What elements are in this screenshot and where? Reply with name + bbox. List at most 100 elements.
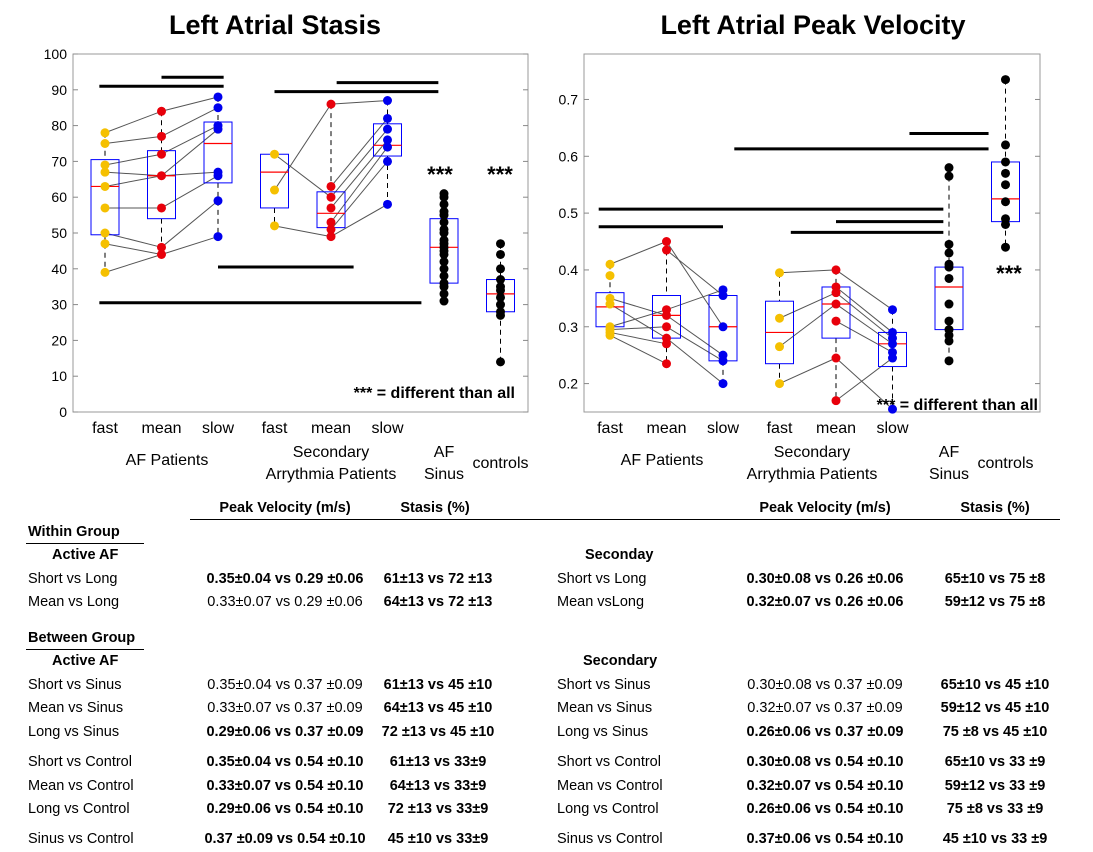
data-point [439, 289, 449, 299]
data-point [496, 300, 505, 310]
data-point [1001, 168, 1010, 178]
between-row-cell: 0.32±0.07 vs 0.37 ±0.09 [747, 700, 903, 716]
between-row-cell: 0.37±0.06 vs 0.54 ±0.10 [746, 831, 904, 847]
section-within-group: Within Group [28, 524, 120, 540]
paired-line [666, 314, 724, 356]
subsection-active-af: Active AF [52, 547, 119, 563]
paired-line [666, 241, 724, 328]
paired-line [779, 303, 837, 348]
paired-line [330, 161, 388, 230]
significance-stars: *** [427, 162, 453, 187]
data-point [326, 181, 336, 191]
paired-line [835, 303, 893, 345]
group-label: Arrythmia Patients [747, 466, 878, 483]
paired-line [835, 320, 893, 353]
y-tick-label: 30 [51, 297, 67, 313]
paired-line [835, 286, 893, 333]
between-row-label: Short vs Sinus [557, 677, 651, 693]
data-point [888, 339, 897, 349]
between-row-label: Short vs Sinus [28, 677, 122, 693]
paired-line [330, 100, 388, 105]
paired-line [161, 175, 219, 209]
data-point [888, 305, 897, 315]
between-row-cell: 0.26±0.06 vs 0.54 ±0.10 [746, 801, 904, 817]
data-point [718, 356, 728, 366]
y-tick-label: 10 [51, 368, 67, 384]
within-row-label: Mean vs Long [28, 594, 120, 610]
paired-line [161, 236, 219, 255]
data-point [439, 271, 449, 281]
within-row-cell: 0.32±0.07 vs 0.26 ±0.06 [746, 594, 904, 610]
between-row-label: Mean vs Sinus [557, 700, 653, 716]
data-point [831, 288, 841, 298]
between-row-cell: 45 ±10 vs 33±9 [387, 831, 489, 847]
group-label: controls [472, 455, 528, 472]
paired-line [161, 125, 219, 155]
data-point [383, 113, 392, 123]
data-point [1001, 197, 1010, 207]
x-tick-label: mean [816, 420, 856, 437]
group-label: AF [434, 444, 455, 461]
x-tick-label: slow [876, 420, 908, 437]
group-label: Sinus [929, 466, 969, 483]
data-point [439, 199, 449, 209]
data-point [100, 239, 110, 249]
y-tick-label: 60 [51, 189, 67, 205]
significance-stars: *** [996, 261, 1022, 286]
data-point [496, 275, 505, 285]
data-point [270, 149, 279, 159]
between-row-cell: 61±13 vs 45 ±10 [383, 677, 493, 693]
data-point [496, 249, 505, 259]
x-tick-label: mean [141, 420, 181, 437]
within-row-cell: 0.35±0.04 vs 0.29 ±0.06 [206, 571, 364, 587]
data-point [100, 139, 110, 148]
data-point [326, 224, 336, 234]
between-row-label: Mean vs Control [557, 778, 663, 794]
y-tick-label: 40 [51, 261, 67, 277]
within-row-cell: 59±12 vs 75 ±8 [944, 594, 1046, 610]
data-point [383, 199, 392, 209]
x-tick-label: fast [597, 420, 623, 437]
between-row-label: Sinus vs Control [28, 831, 134, 847]
between-row-cell: 75 ±8 vs 45 ±10 [942, 724, 1048, 740]
header-rule [190, 519, 1060, 520]
annotation-note: *** = different than all [877, 397, 1038, 414]
between-row-label: Long vs Control [28, 801, 130, 817]
data-point [944, 299, 954, 309]
data-point [944, 273, 954, 283]
y-tick-label: 0 [59, 404, 67, 420]
paired-line [609, 303, 667, 339]
data-point [270, 185, 279, 195]
data-point [1001, 180, 1010, 190]
paired-line [104, 254, 162, 273]
plot-frame [72, 53, 529, 413]
paired-line [330, 128, 388, 198]
x-tick-label: slow [202, 420, 234, 437]
data-point [662, 322, 671, 332]
group-label: controls [977, 455, 1033, 472]
data-point [496, 239, 505, 249]
paired-line [609, 326, 667, 331]
paired-line [779, 357, 837, 385]
within-row-cell: 0.30±0.08 vs 0.26 ±0.06 [746, 571, 904, 587]
group-label: AF [939, 444, 960, 461]
between-row-label: Mean vs Sinus [28, 700, 124, 716]
box [373, 123, 402, 157]
paired-line [104, 110, 162, 134]
within-row-label: Short vs Long [28, 571, 118, 587]
y-tick-label: 0.2 [559, 376, 579, 392]
y-tick-label: 0.7 [559, 91, 579, 107]
paired-line [161, 96, 219, 112]
group-label: Sinus [424, 466, 464, 483]
data-point [662, 339, 671, 349]
between-row-cell: 0.33±0.07 vs 0.54 ±0.10 [206, 778, 364, 794]
data-point [944, 163, 954, 173]
y-tick-label: 50 [51, 225, 67, 241]
data-point [944, 316, 954, 326]
paired-line [161, 200, 219, 248]
between-row-cell: 0.30±0.08 vs 0.54 ±0.10 [746, 754, 904, 770]
between-row-cell: 72 ±13 vs 33±9 [387, 801, 489, 817]
right-chart-title: Left Atrial Peak Velocity [660, 10, 966, 40]
paired-line [835, 357, 893, 410]
